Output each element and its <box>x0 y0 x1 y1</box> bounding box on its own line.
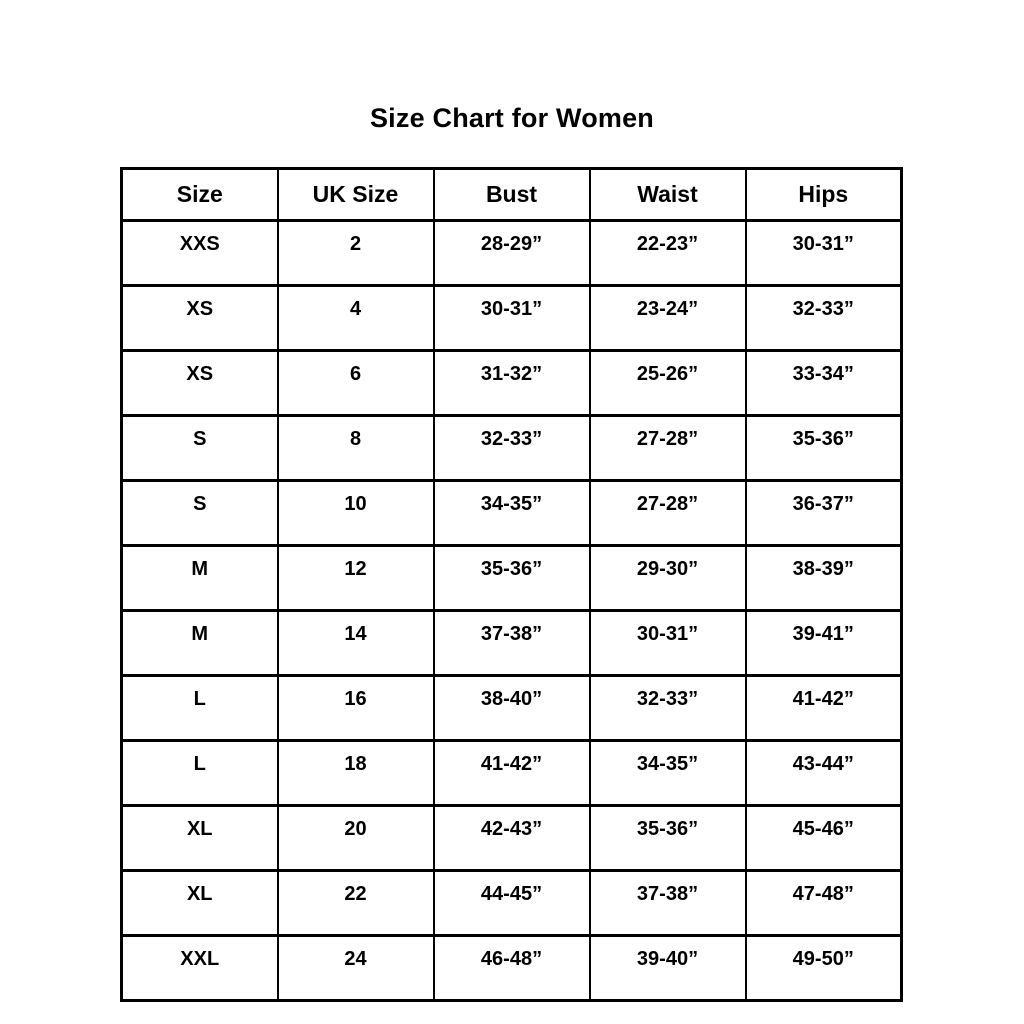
page-title: Size Chart for Women <box>369 103 655 133</box>
table-cell: 47-48” <box>744 869 903 937</box>
table-cell: 34-35” <box>432 479 591 547</box>
table-header: Size UK Size Bust Waist Hips <box>120 167 903 222</box>
table-cell: 34-35” <box>588 739 747 807</box>
table-cell: 37-38” <box>432 609 591 677</box>
table-cell: 29-30” <box>588 544 747 612</box>
table-cell: 35-36” <box>588 804 747 872</box>
table-cell: 2 <box>276 219 435 287</box>
table-cell: L <box>120 739 279 807</box>
table-row: S 10 34-35” 27-28” 36-37” <box>120 479 903 547</box>
table-row: M 14 37-38” 30-31” 39-41” <box>120 609 903 677</box>
column-header-hips: Hips <box>744 167 903 222</box>
table-row: XXL 24 46-48” 39-40” 49-50” <box>120 934 903 1002</box>
table-cell: 28-29” <box>432 219 591 287</box>
table-cell: 39-41” <box>744 609 903 677</box>
table-cell: 41-42” <box>744 674 903 742</box>
table-row: XS 6 31-32” 25-26” 33-34” <box>120 349 903 417</box>
table-body: XXS 2 28-29” 22-23” 30-31” XS 4 30-31” 23-24” 32-… <box>120 219 903 1002</box>
table-cell: M <box>120 609 279 677</box>
column-header-uk-size: UK Size <box>276 167 435 222</box>
table-cell: L <box>120 674 279 742</box>
table-cell: 35-36” <box>744 414 903 482</box>
table-cell: XXL <box>120 934 279 1002</box>
table-cell: XS <box>120 349 279 417</box>
table-cell: 20 <box>276 804 435 872</box>
table-cell: 12 <box>276 544 435 612</box>
table-row: XS 4 30-31” 23-24” 32-33” <box>120 284 903 352</box>
table-cell: 33-34” <box>744 349 903 417</box>
table-cell: 18 <box>276 739 435 807</box>
table-cell: 32-33” <box>432 414 591 482</box>
table-cell: 38-39” <box>744 544 903 612</box>
table-cell: 24 <box>276 934 435 1002</box>
table-cell: 35-36” <box>432 544 591 612</box>
table-row: M 12 35-36” 29-30” 38-39” <box>120 544 903 612</box>
table-cell: S <box>120 479 279 547</box>
table-cell: 44-45” <box>432 869 591 937</box>
table-cell: XXS <box>120 219 279 287</box>
table-cell: 45-46” <box>744 804 903 872</box>
table-cell: 16 <box>276 674 435 742</box>
table-cell: 43-44” <box>744 739 903 807</box>
table-cell: 46-48” <box>432 934 591 1002</box>
table-cell: 25-26” <box>588 349 747 417</box>
table-cell: M <box>120 544 279 612</box>
table-cell: 27-28” <box>588 479 747 547</box>
table-row: L 16 38-40” 32-33” 41-42” <box>120 674 903 742</box>
size-chart-table: Size UK Size Bust Waist Hips XXS 2 28-29” 2… <box>120 167 903 1002</box>
table-cell: XL <box>120 869 279 937</box>
table-cell: 36-37” <box>744 479 903 547</box>
table-cell: 38-40” <box>432 674 591 742</box>
table-row: XXS 2 28-29” 22-23” 30-31” <box>120 219 903 287</box>
table-cell: 37-38” <box>588 869 747 937</box>
table-cell: 31-32” <box>432 349 591 417</box>
table-cell: 32-33” <box>588 674 747 742</box>
table-cell: S <box>120 414 279 482</box>
table-cell: 30-31” <box>588 609 747 677</box>
table-cell: XL <box>120 804 279 872</box>
table-cell: 30-31” <box>432 284 591 352</box>
table-cell: 49-50” <box>744 934 903 1002</box>
table-cell: 22 <box>276 869 435 937</box>
table-row: L 18 41-42” 34-35” 43-44” <box>120 739 903 807</box>
table-row: XL 22 44-45” 37-38” 47-48” <box>120 869 903 937</box>
table-cell: 22-23” <box>588 219 747 287</box>
table-cell: XS <box>120 284 279 352</box>
table-cell: 10 <box>276 479 435 547</box>
table-cell: 23-24” <box>588 284 747 352</box>
table-cell: 14 <box>276 609 435 677</box>
table-row: XL 20 42-43” 35-36” 45-46” <box>120 804 903 872</box>
table-cell: 41-42” <box>432 739 591 807</box>
table-cell: 27-28” <box>588 414 747 482</box>
column-header-size: Size <box>120 167 279 222</box>
column-header-bust: Bust <box>432 167 591 222</box>
table-cell: 42-43” <box>432 804 591 872</box>
table-row: S 8 32-33” 27-28” 35-36” <box>120 414 903 482</box>
table-cell: 39-40” <box>588 934 747 1002</box>
table-cell: 30-31” <box>744 219 903 287</box>
table-cell: 32-33” <box>744 284 903 352</box>
table-header-row: Size UK Size Bust Waist Hips <box>120 167 903 222</box>
table-cell: 4 <box>276 284 435 352</box>
column-header-waist: Waist <box>588 167 747 222</box>
table-cell: 6 <box>276 349 435 417</box>
table-cell: 8 <box>276 414 435 482</box>
